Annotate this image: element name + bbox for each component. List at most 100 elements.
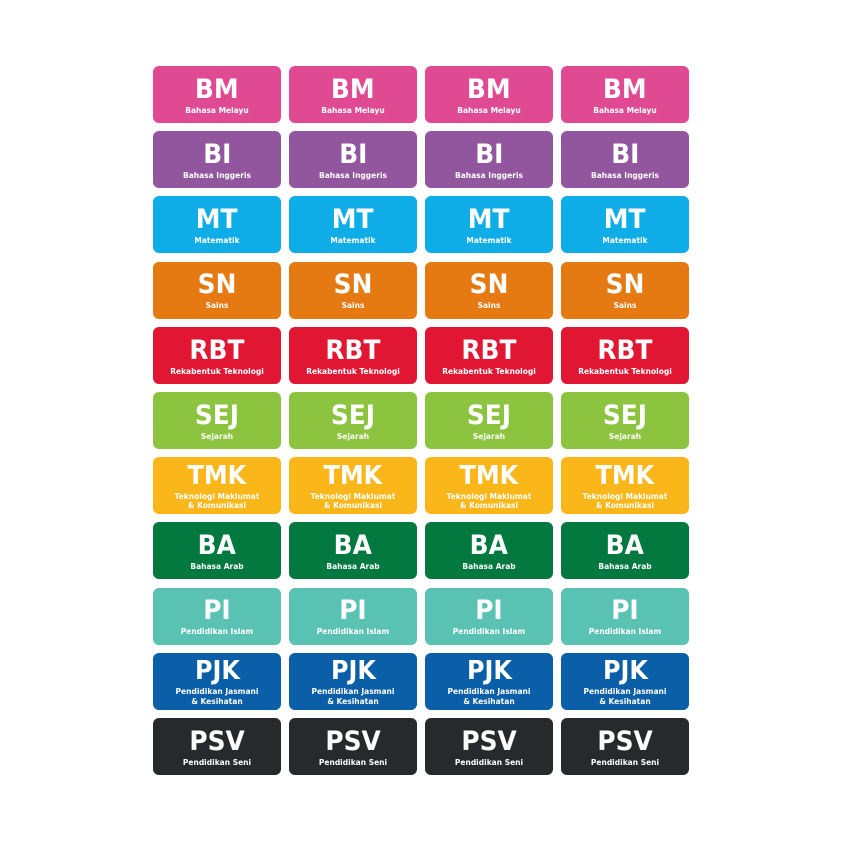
subject-label-sej: SEJ Sejarah [153, 391, 281, 449]
subject-code: RBT [597, 334, 653, 366]
subject-code: PSV [325, 725, 381, 757]
subject-code: BA [605, 530, 645, 562]
subject-name: Bahasa Arab [326, 562, 380, 572]
subject-label-pjk: PJK Pendidikan Jasmani & Kesihatan [153, 652, 281, 710]
subject-name: Sejarah [336, 431, 370, 441]
subject-label-mt: MT Matematik [561, 196, 689, 254]
subject-name: Bahasa Inggeris [182, 170, 251, 180]
subject-code: SEJ [466, 399, 512, 431]
subject-label-pi: PI Pendidikan Islam [425, 587, 553, 645]
subject-name: Bahasa Melayu [185, 105, 249, 115]
subject-label-sej: SEJ Sejarah [289, 391, 417, 449]
subject-name: Pendidikan Jasmani & Kesihatan [311, 687, 395, 706]
subject-name: Bahasa Arab [462, 562, 516, 572]
subject-code: SEJ [194, 399, 240, 431]
subject-code: SN [333, 269, 373, 301]
subject-label-rbt: RBT Rekabentuk Teknologi [289, 326, 417, 384]
subject-code: BA [333, 530, 373, 562]
subject-label-mt: MT Matematik [153, 196, 281, 254]
subject-code: BI [202, 138, 232, 170]
subject-code: PJK [330, 656, 376, 687]
subject-code: TMK [187, 460, 247, 491]
subject-label-tmk: TMK Teknologi Maklumat & Komunikasi [561, 457, 689, 515]
subject-code: PJK [194, 656, 240, 687]
subject-label-bm: BM Bahasa Melayu [289, 66, 417, 123]
subject-code: TMK [323, 460, 383, 491]
subject-code: PSV [597, 725, 653, 757]
subject-label-sn: SN Sains [425, 261, 553, 319]
subject-code: MT [196, 204, 238, 236]
subject-label-mt: MT Matematik [425, 196, 553, 254]
subject-name: Pendidikan Jasmani & Kesihatan [175, 687, 259, 706]
subject-name: Sejarah [472, 431, 506, 441]
subject-name: Sains [205, 301, 229, 311]
subject-name: Rekabentuk Teknologi [578, 366, 672, 376]
subject-name: Bahasa Inggeris [454, 170, 523, 180]
subject-code: TMK [595, 460, 655, 491]
subject-code: MT [468, 204, 510, 236]
subject-code: BA [197, 530, 237, 562]
subject-name: Teknologi Maklumat & Komunikasi [582, 491, 668, 511]
subject-code: PI [475, 595, 503, 627]
subject-name: Bahasa Inggeris [590, 170, 659, 180]
subject-name: Bahasa Arab [190, 562, 244, 572]
subject-label-bm: BM Bahasa Melayu [153, 66, 281, 123]
subject-name: Sejarah [200, 431, 234, 441]
subject-name: Pendidikan Seni [182, 757, 252, 767]
subject-name: Bahasa Inggeris [318, 170, 387, 180]
subject-name: Matematik [194, 236, 240, 246]
subject-code: PJK [466, 656, 512, 687]
subject-label-pi: PI Pendidikan Islam [153, 587, 281, 645]
subject-name: Teknologi Maklumat & Komunikasi [174, 491, 260, 511]
subject-name: Pendidikan Islam [588, 627, 662, 637]
subject-code: PSV [189, 725, 245, 757]
subject-name: Bahasa Melayu [321, 105, 385, 115]
subject-label-tmk: TMK Teknologi Maklumat & Komunikasi [153, 457, 281, 515]
subject-label-bm: BM Bahasa Melayu [561, 66, 689, 123]
subject-name: Bahasa Melayu [593, 105, 657, 115]
subject-name: Matematik [330, 236, 376, 246]
subject-name: Pendidikan Islam [452, 627, 526, 637]
subject-name: Pendidikan Seni [454, 757, 524, 767]
subject-label-sej: SEJ Sejarah [561, 391, 689, 449]
subject-code: BM [331, 73, 375, 105]
subject-name: Pendidikan Seni [590, 757, 660, 767]
subject-name: Bahasa Arab [598, 562, 652, 572]
subject-code: SN [605, 269, 645, 301]
subject-label-pi: PI Pendidikan Islam [561, 587, 689, 645]
subject-label-ba: BA Bahasa Arab [425, 522, 553, 580]
subject-code: RBT [325, 334, 381, 366]
subject-code: MT [332, 204, 374, 236]
subject-label-rbt: RBT Rekabentuk Teknologi [425, 326, 553, 384]
subject-code: BM [603, 73, 647, 105]
subject-code: PSV [461, 725, 517, 757]
subject-name: Pendidikan Jasmani & Kesihatan [447, 687, 531, 706]
subject-label-bi: BI Bahasa Inggeris [289, 131, 417, 189]
subject-name: Sains [341, 301, 365, 311]
subject-label-bm: BM Bahasa Melayu [425, 66, 553, 123]
subject-label-bi: BI Bahasa Inggeris [561, 131, 689, 189]
subject-code: RBT [189, 334, 245, 366]
subject-label-tmk: TMK Teknologi Maklumat & Komunikasi [425, 457, 553, 515]
subject-label-pjk: PJK Pendidikan Jasmani & Kesihatan [289, 652, 417, 710]
subject-label-bi: BI Bahasa Inggeris [425, 131, 553, 189]
subject-name: Matematik [602, 236, 648, 246]
subject-label-sn: SN Sains [153, 261, 281, 319]
subject-label-ba: BA Bahasa Arab [561, 522, 689, 580]
subject-label-sn: SN Sains [289, 261, 417, 319]
subject-code: PI [611, 595, 639, 627]
subject-code: SN [197, 269, 237, 301]
subject-label-psv: PSV Pendidikan Seni [289, 717, 417, 775]
subject-label-sej: SEJ Sejarah [425, 391, 553, 449]
subject-name: Teknologi Maklumat & Komunikasi [446, 491, 532, 511]
subject-code: BM [195, 73, 239, 105]
subject-name: Rekabentuk Teknologi [170, 366, 264, 376]
subject-name: Teknologi Maklumat & Komunikasi [310, 491, 396, 511]
subject-name: Matematik [466, 236, 512, 246]
subject-label-ba: BA Bahasa Arab [153, 522, 281, 580]
subject-code: PI [339, 595, 367, 627]
subject-name: Pendidikan Islam [180, 627, 254, 637]
subject-label-psv: PSV Pendidikan Seni [425, 717, 553, 775]
subject-name: Pendidikan Islam [316, 627, 390, 637]
subject-code: BM [467, 73, 511, 105]
